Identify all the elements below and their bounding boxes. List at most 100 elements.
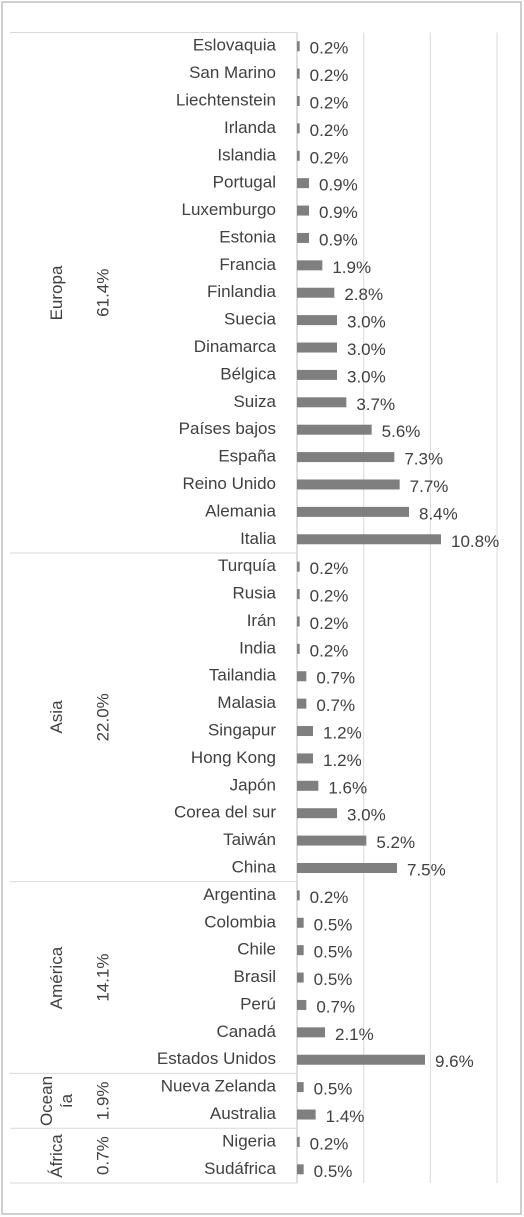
bar [297,424,372,435]
category-label: Brasil [233,967,276,986]
bar [297,835,367,846]
value-label: 7.5% [407,860,446,879]
group-name: Asia [47,700,66,734]
category-label: Bélgica [220,364,276,383]
category-label: Eslovaquia [193,36,277,55]
category-label: Australia [210,1104,277,1123]
category-label: Irán [247,611,276,630]
bar [297,150,300,161]
category-label: Alemania [205,501,276,520]
bar [297,68,300,79]
value-label: 0.5% [314,943,353,962]
category-label: Singapur [208,721,276,740]
category-label: Irlanda [224,118,277,137]
category-label: Finlandia [207,282,277,301]
bar [297,945,304,956]
category-label: Sudáfrica [204,1159,276,1178]
category-label: Chile [237,940,276,959]
bar [297,1054,425,1065]
category-label: Argentina [203,885,276,904]
bar [297,999,307,1010]
bar [297,260,323,271]
category-label: Canadá [216,1022,276,1041]
bar [297,369,337,380]
bar [297,397,347,408]
value-label: 0.2% [310,148,349,167]
category-label: Tailandia [209,666,277,685]
group-name: América [47,946,66,1009]
value-label: 3.0% [347,367,386,386]
value-label: 3.0% [347,313,386,332]
category-label: China [232,857,277,876]
category-label: Luxemburgo [181,200,276,219]
bar [297,205,309,216]
category-label: Islandia [217,145,276,164]
category-label: Italia [240,529,276,548]
category-label: España [218,447,276,466]
bar [297,561,300,572]
category-label: Francia [219,255,276,274]
category-label: Portugal [213,173,276,192]
category-label: San Marino [189,63,276,82]
value-label: 7.7% [410,477,449,496]
category-label: Suiza [233,392,276,411]
value-label: 1.9% [332,258,371,277]
bar [297,698,307,709]
category-label: Suecia [224,310,277,329]
bar [297,1136,300,1147]
value-label: 0.2% [310,587,349,606]
group-name: Oceanía [37,1075,76,1126]
value-label: 0.2% [310,93,349,112]
bar [297,479,400,490]
category-label: India [239,638,276,657]
bar [297,972,304,983]
bar [297,232,309,243]
value-label: 8.4% [419,504,458,523]
bar [297,287,335,298]
category-label: Estados Unidos [157,1049,276,1068]
value-label: 0.2% [310,641,349,660]
value-label: 0.9% [319,203,358,222]
category-label: Taiwán [223,830,276,849]
value-label: 0.9% [319,176,358,195]
value-label: 3.0% [347,340,386,359]
category-label: Hong Kong [191,748,276,767]
value-label: 0.2% [310,614,349,633]
bar [297,917,304,928]
bar [297,753,313,764]
value-label: 0.7% [316,696,355,715]
category-label: Malasia [217,693,276,712]
category-label: Colombia [204,912,276,931]
bar [297,589,300,600]
bar [297,616,300,627]
group-value: 1.9% [93,1081,112,1120]
category-label: Dinamarca [194,337,277,356]
value-label: 7.3% [404,450,443,469]
value-label: 5.2% [376,833,415,852]
category-label: Reino Unido [182,474,276,493]
category-label: Nueva Zelanda [161,1077,277,1096]
bar [297,1109,316,1120]
bar [297,862,397,873]
bar [297,452,395,463]
value-label: 0.5% [314,915,353,934]
bar [297,534,441,545]
value-label: 0.5% [314,1080,353,1099]
value-label: 1.2% [323,751,362,770]
value-label: 0.7% [316,669,355,688]
group-value: 22.0% [93,693,112,741]
value-label: 1.2% [323,724,362,743]
category-label: Rusia [233,584,277,603]
value-label: 2.1% [335,1025,374,1044]
value-label: 3.7% [356,395,395,414]
value-label: 2.8% [344,285,383,304]
bar [297,506,409,517]
value-label: 0.2% [310,559,349,578]
value-label: 0.5% [314,1162,353,1181]
bar [297,315,337,326]
group-name: Europa [47,265,66,321]
bar [297,780,319,791]
